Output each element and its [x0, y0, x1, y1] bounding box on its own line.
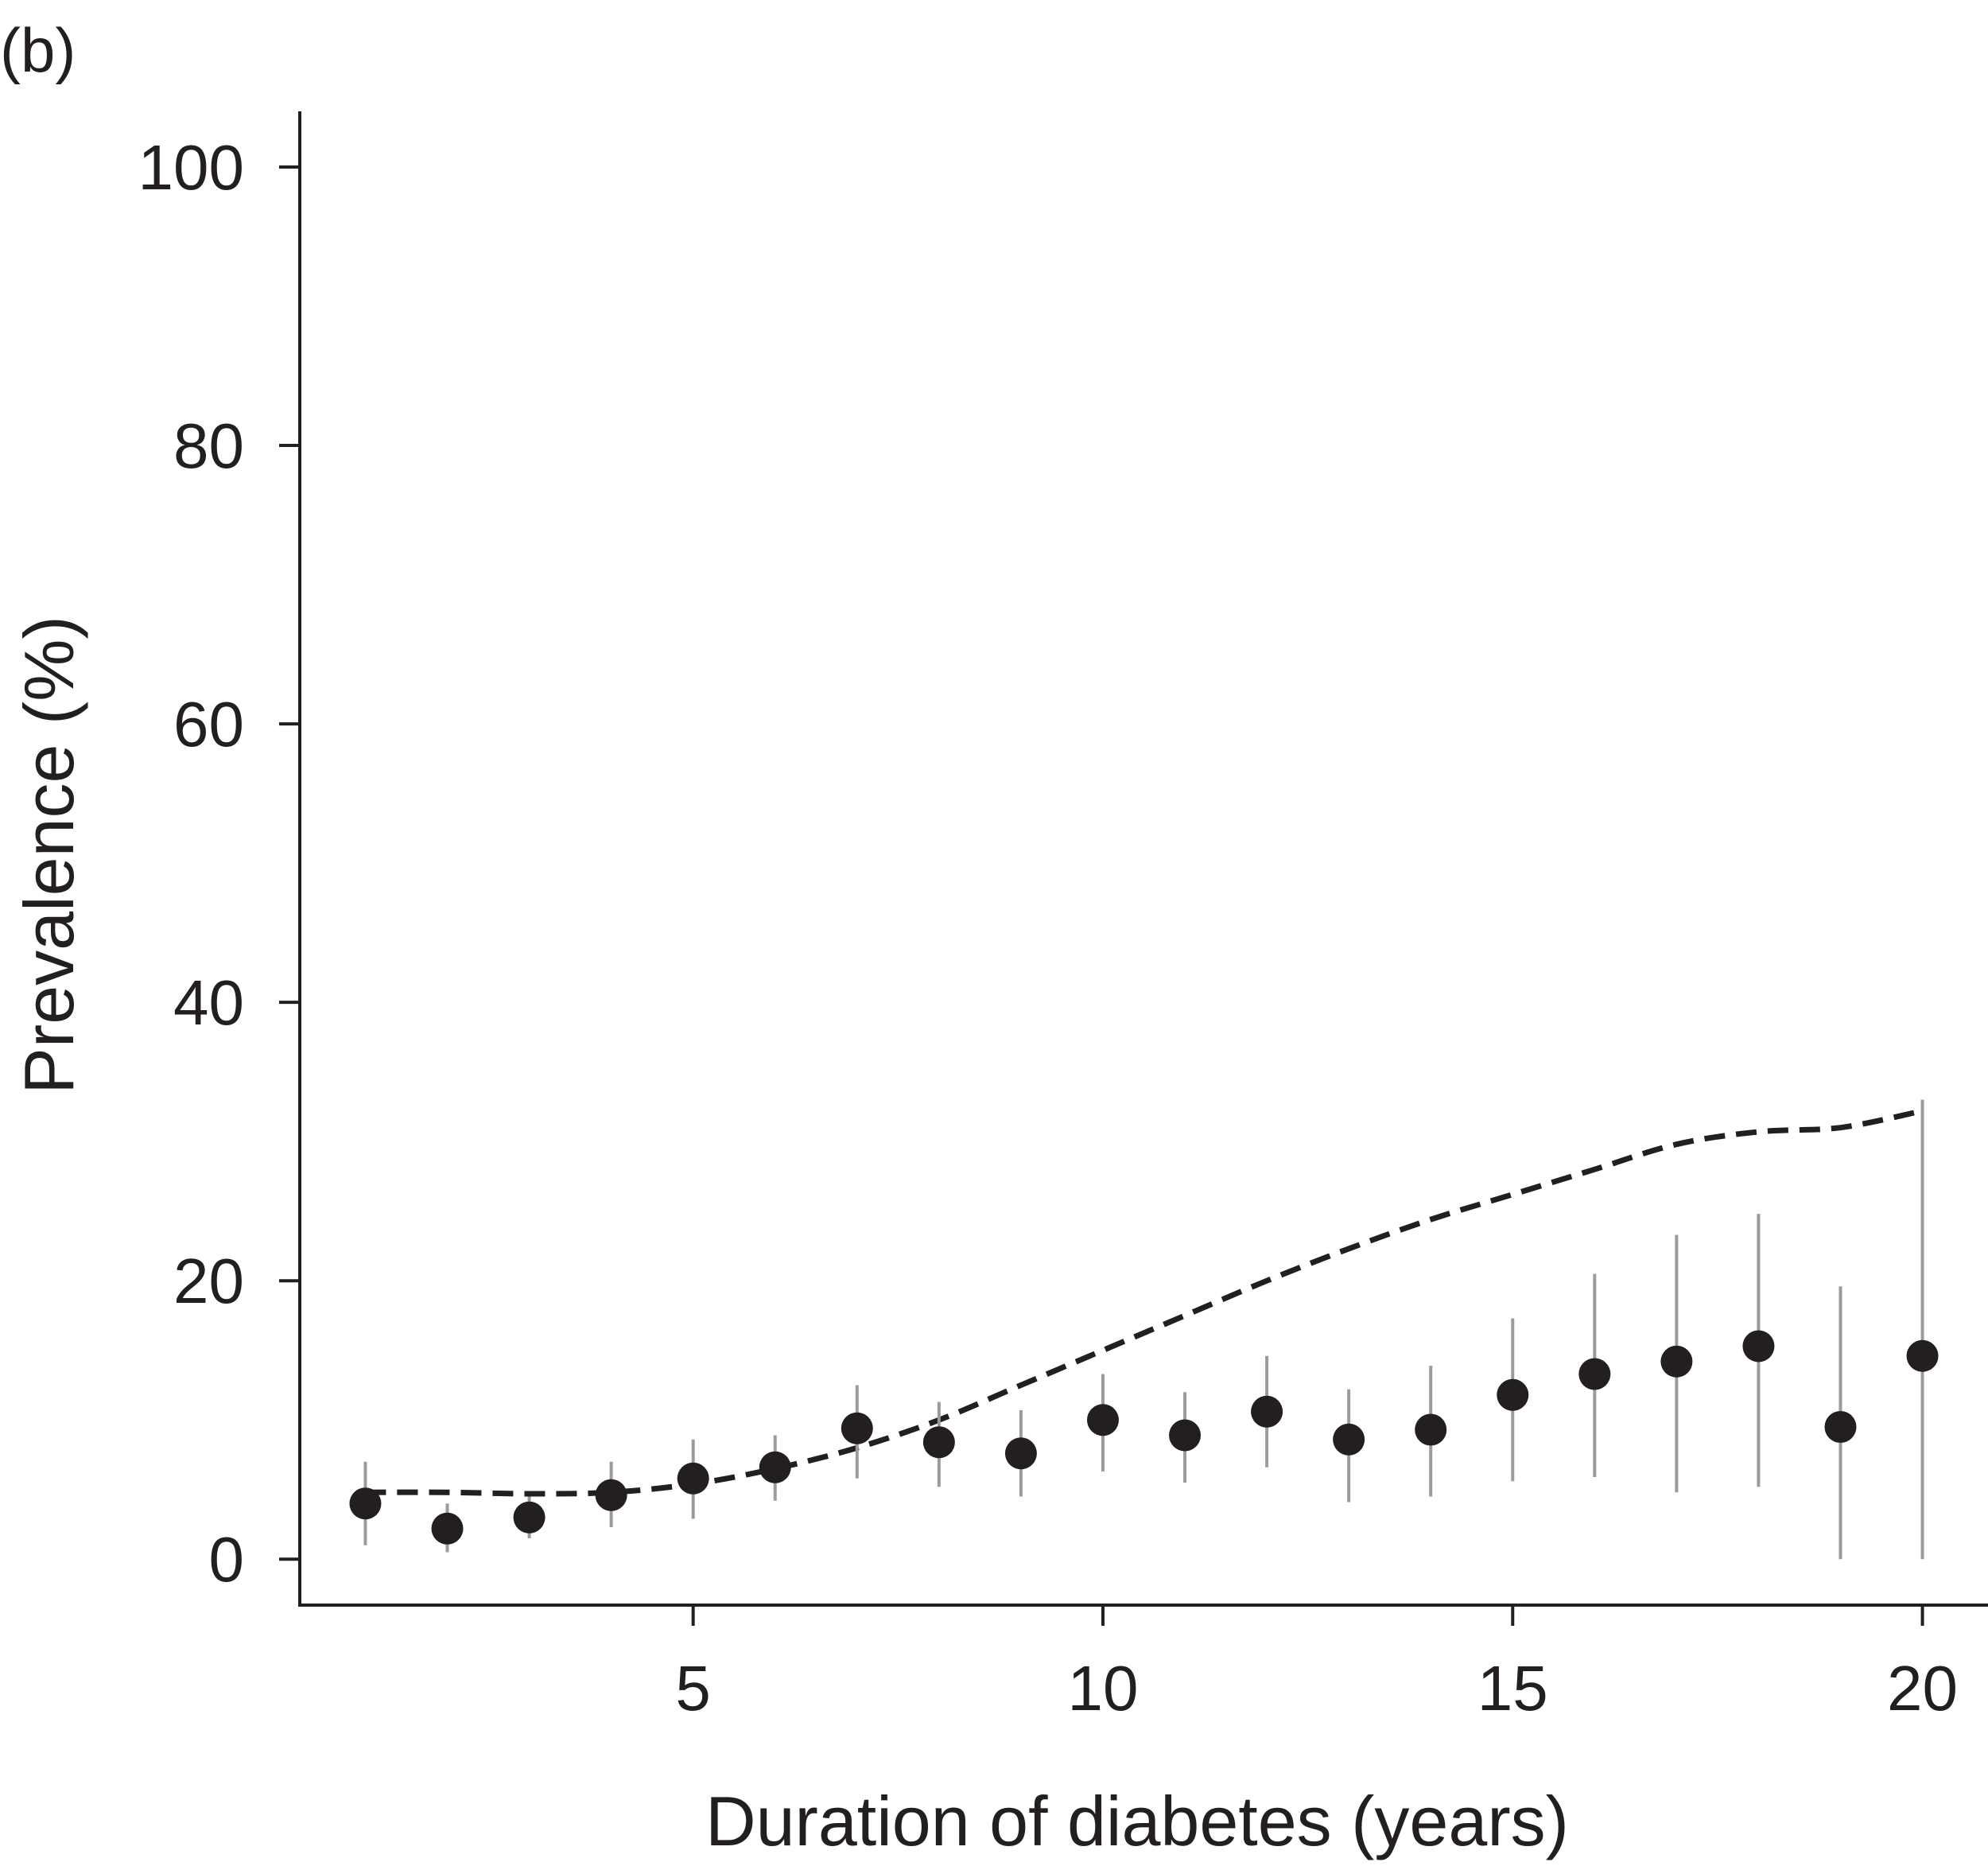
x-tick-label-20: 20 [1887, 1653, 1958, 1724]
x-tick-label-15: 15 [1477, 1653, 1548, 1724]
data-point-7 [841, 1412, 873, 1444]
x-axis-ticks: 5 10 15 20 [675, 1605, 1958, 1724]
data-point-9 [1004, 1437, 1037, 1470]
data-point-3 [513, 1501, 546, 1534]
data-point-4 [595, 1479, 627, 1511]
data-point-1 [349, 1487, 382, 1520]
y-tick-label-0: 0 [209, 1524, 245, 1595]
data-point-20 [1906, 1339, 1939, 1372]
data-point-11 [1169, 1419, 1202, 1452]
y-tick-label-100: 100 [138, 132, 244, 203]
data-point-15 [1497, 1378, 1529, 1411]
panel-label: (b) [0, 15, 76, 85]
data-point-18 [1742, 1330, 1775, 1363]
data-point-10 [1086, 1404, 1119, 1436]
data-point-19 [1824, 1410, 1857, 1443]
x-tick-label-10: 10 [1067, 1653, 1138, 1724]
y-tick-label-20: 20 [173, 1246, 244, 1316]
data-point-2 [431, 1512, 464, 1545]
y-axis-ticks: 0 20 40 60 80 100 [138, 132, 300, 1595]
data-point-16 [1578, 1358, 1611, 1390]
data-point-13 [1333, 1423, 1365, 1456]
data-point-12 [1251, 1395, 1283, 1428]
x-axis-title: Duration of diabetes (years) [705, 1782, 1569, 1860]
data-point-8 [922, 1426, 955, 1459]
smoothed-prevalence-curve [365, 1108, 1924, 1497]
y-tick-label-80: 80 [173, 410, 244, 481]
data-point-5 [677, 1462, 709, 1495]
y-tick-label-60: 60 [173, 689, 244, 760]
x-tick-label-5: 5 [675, 1653, 711, 1724]
axes [298, 111, 1988, 1607]
data-point-17 [1660, 1345, 1693, 1378]
data-point-6 [759, 1451, 791, 1483]
y-axis-title: Prevalence (%) [10, 616, 88, 1094]
y-tick-label-40: 40 [173, 967, 244, 1038]
point-layer [349, 1330, 1939, 1545]
data-point-14 [1415, 1413, 1447, 1446]
curve-layer [365, 1108, 1924, 1497]
